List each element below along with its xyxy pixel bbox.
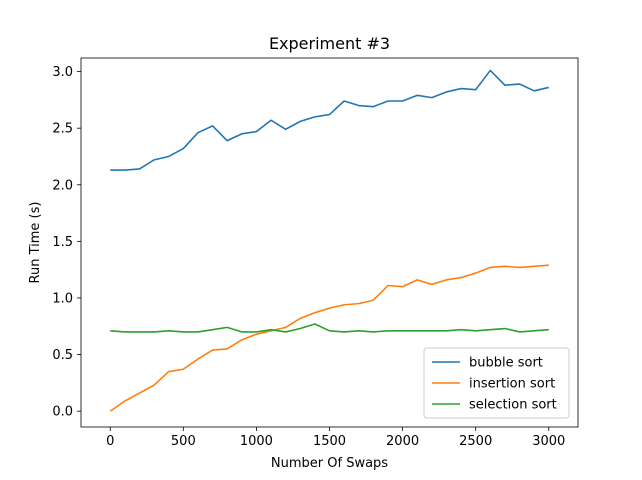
chart-title: Experiment #3 xyxy=(269,34,390,53)
x-tick-label: 500 xyxy=(171,434,196,449)
y-tick-label: 3.0 xyxy=(52,65,73,80)
series-line-bubble-sort xyxy=(110,69,549,171)
legend-box xyxy=(423,347,570,419)
x-axis-label: Number Of Swaps xyxy=(271,456,388,471)
x-axis: 0 500 1000 1500 2000 2500 3000 xyxy=(106,427,565,449)
y-tick-label: 2.5 xyxy=(52,122,73,137)
x-tick-label: 3000 xyxy=(532,434,565,449)
x-tick-label: 2000 xyxy=(386,434,419,449)
legend-label-insertion-sort: insertion sort xyxy=(469,377,555,392)
y-tick-label: 0.0 xyxy=(52,405,73,420)
legend: bubble sort insertion sort selection sort xyxy=(423,347,570,419)
y-tick-label: 1.5 xyxy=(52,235,73,250)
y-tick-label: 1.0 xyxy=(52,291,73,306)
series-layer xyxy=(109,69,549,412)
y-axis-label: Run Time (s) xyxy=(28,202,43,284)
y-axis: 0.0 0.5 1.0 1.5 2.0 2.5 3.0 xyxy=(52,65,81,420)
y-tick-label: 0.5 xyxy=(52,348,73,363)
x-tick-label: 1000 xyxy=(240,434,273,449)
series-line-selection-sort xyxy=(110,323,549,333)
x-tick-label: 2500 xyxy=(459,434,492,449)
legend-label-selection-sort: selection sort xyxy=(469,398,557,413)
x-tick-label: 1500 xyxy=(313,434,346,449)
series-line-insertion-sort xyxy=(109,264,549,412)
legend-label-bubble-sort: bubble sort xyxy=(469,356,543,371)
y-tick-label: 2.0 xyxy=(52,178,73,193)
x-tick-label: 0 xyxy=(106,434,114,449)
